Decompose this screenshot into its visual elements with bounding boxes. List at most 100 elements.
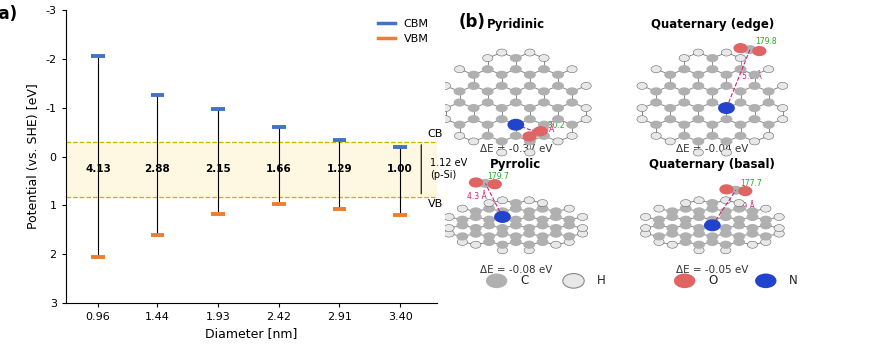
Circle shape: [674, 274, 695, 288]
Text: 1.29: 1.29: [326, 164, 353, 174]
Circle shape: [720, 224, 731, 232]
Circle shape: [510, 238, 522, 246]
Circle shape: [746, 224, 759, 232]
Circle shape: [735, 98, 746, 106]
Circle shape: [524, 213, 535, 221]
Circle shape: [706, 65, 718, 73]
Circle shape: [563, 221, 575, 229]
Circle shape: [747, 241, 758, 248]
Circle shape: [721, 149, 731, 156]
Circle shape: [680, 216, 692, 224]
Circle shape: [664, 82, 676, 90]
Circle shape: [678, 87, 690, 95]
Circle shape: [486, 274, 507, 288]
Circle shape: [483, 221, 496, 229]
Circle shape: [664, 71, 676, 79]
Circle shape: [524, 197, 534, 204]
Circle shape: [678, 121, 690, 129]
Text: C: C: [520, 274, 528, 287]
Text: 177.7: 177.7: [740, 179, 762, 188]
Circle shape: [457, 205, 467, 212]
Circle shape: [566, 121, 578, 129]
Circle shape: [746, 230, 759, 238]
Circle shape: [735, 132, 746, 140]
Circle shape: [693, 49, 703, 56]
Circle shape: [678, 65, 690, 73]
Circle shape: [523, 132, 536, 141]
Text: 179.8: 179.8: [755, 37, 777, 46]
Circle shape: [457, 238, 467, 245]
Circle shape: [496, 149, 507, 156]
Circle shape: [481, 65, 494, 73]
Text: 4.3 Å: 4.3 Å: [467, 192, 487, 201]
Circle shape: [524, 115, 536, 123]
Circle shape: [496, 49, 507, 56]
Circle shape: [538, 121, 550, 129]
Circle shape: [566, 98, 578, 106]
Circle shape: [444, 224, 454, 231]
Circle shape: [538, 65, 550, 73]
Circle shape: [496, 71, 508, 79]
Text: (b): (b): [458, 13, 485, 31]
Circle shape: [692, 82, 704, 90]
Circle shape: [538, 199, 547, 207]
Circle shape: [531, 128, 543, 136]
Circle shape: [637, 116, 647, 123]
Circle shape: [563, 216, 575, 224]
Text: 3.9 Å: 3.9 Å: [735, 202, 754, 211]
Circle shape: [470, 224, 481, 232]
Circle shape: [733, 205, 745, 213]
Circle shape: [496, 115, 508, 123]
Text: 1.66: 1.66: [266, 164, 292, 174]
Circle shape: [551, 241, 561, 248]
Circle shape: [706, 216, 718, 224]
Text: 1.5Å: 1.5Å: [538, 126, 554, 134]
Circle shape: [538, 132, 550, 140]
Circle shape: [550, 230, 562, 238]
Circle shape: [760, 205, 771, 212]
Circle shape: [469, 178, 482, 187]
Circle shape: [721, 104, 732, 112]
Circle shape: [566, 87, 578, 95]
Circle shape: [537, 238, 548, 246]
Circle shape: [510, 87, 522, 95]
Circle shape: [735, 121, 746, 129]
Circle shape: [749, 71, 760, 79]
Circle shape: [706, 98, 718, 106]
Circle shape: [735, 65, 746, 73]
Circle shape: [734, 199, 745, 207]
Circle shape: [637, 82, 647, 89]
Circle shape: [640, 213, 651, 221]
Circle shape: [440, 104, 451, 112]
Circle shape: [456, 221, 468, 229]
Circle shape: [733, 232, 745, 240]
Circle shape: [706, 221, 718, 229]
Circle shape: [440, 116, 451, 123]
Circle shape: [692, 71, 704, 79]
Circle shape: [510, 232, 522, 240]
Text: 130.2: 130.2: [543, 121, 565, 130]
Circle shape: [484, 199, 495, 207]
Circle shape: [552, 115, 564, 123]
Circle shape: [510, 216, 522, 224]
Circle shape: [481, 132, 494, 140]
Circle shape: [454, 66, 465, 73]
Text: ΔE = -0.08 eV: ΔE = -0.08 eV: [480, 265, 552, 275]
Circle shape: [763, 98, 774, 106]
Text: Pyrrolic: Pyrrolic: [490, 158, 541, 171]
Circle shape: [706, 199, 718, 207]
Text: 1.00: 1.00: [388, 164, 413, 174]
Text: Pyridinic: Pyridinic: [487, 18, 545, 31]
Circle shape: [750, 138, 759, 145]
Circle shape: [774, 224, 784, 231]
Circle shape: [745, 46, 755, 53]
Circle shape: [738, 187, 752, 196]
Circle shape: [694, 247, 704, 254]
Circle shape: [496, 224, 509, 232]
Circle shape: [720, 185, 733, 194]
Circle shape: [496, 104, 508, 112]
Circle shape: [679, 55, 689, 62]
Text: N: N: [789, 274, 798, 287]
Circle shape: [552, 71, 564, 79]
Y-axis label: Potential (vs. SHE) [eV]: Potential (vs. SHE) [eV]: [27, 84, 40, 229]
